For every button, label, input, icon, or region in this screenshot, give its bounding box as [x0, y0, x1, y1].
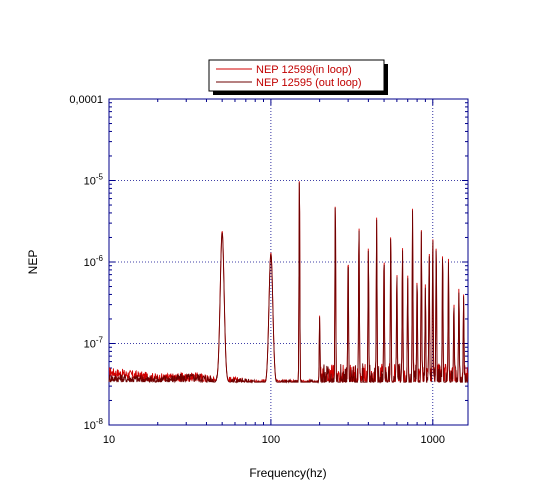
legend: NEP 12599(in loop) NEP 12595 (out loop) [208, 59, 388, 95]
legend-label-series-1: NEP 12599(in loop) [256, 64, 352, 76]
series-line-2 [108, 182, 469, 384]
series-layer [108, 181, 469, 384]
y-tick-labels: 10-8 10-7 10-6 10-5 0,0001 [69, 94, 103, 432]
x-tick-label: 100 [262, 434, 280, 446]
y-tick-label: 10-7 [84, 336, 104, 351]
y-tick-label: 10-5 [84, 173, 104, 188]
y-tick-label: 10-6 [84, 254, 104, 269]
x-tick-labels: 10 100 1000 [103, 434, 445, 446]
y-tick-label: 0,0001 [69, 94, 103, 106]
y-axis-title: NEP [26, 250, 40, 275]
x-tick-label: 1000 [421, 434, 445, 446]
y-tick-label: 10-8 [84, 417, 104, 432]
legend-box [208, 59, 385, 92]
x-axis-title: Frequency(hz) [249, 466, 326, 480]
x-tick-label: 10 [103, 434, 115, 446]
legend-label-series-2: NEP 12595 (out loop) [256, 77, 362, 89]
